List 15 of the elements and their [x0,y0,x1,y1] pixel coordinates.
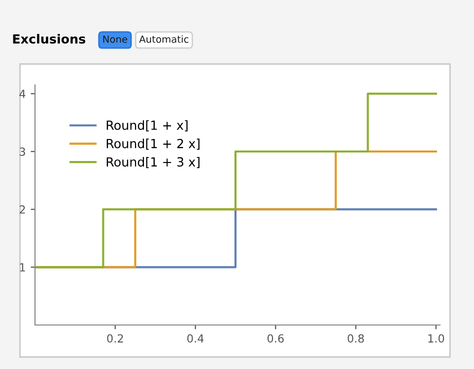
legend-label: Round[1 + x] [106,120,188,132]
x-tick-label: 0.8 [348,334,364,343]
text: None [103,36,128,43]
text: Automatic [139,35,188,43]
legend-label: Round[1 + 3 x] [106,156,200,168]
x-tick-label: 0.2 [107,334,123,343]
x-tick-label: 1.0 [428,334,444,343]
y-tick-label: 4 [19,90,26,98]
text: Exclusions [13,34,86,44]
y-tick-label: 1 [20,263,25,272]
legend-label: Round[1 + 2 x] [106,138,200,150]
x-tick-label: 0.4 [187,334,204,343]
x-tick-label: 0.6 [267,334,284,343]
y-tick-label: 2 [20,205,25,214]
y-tick-label: 3 [20,147,26,156]
